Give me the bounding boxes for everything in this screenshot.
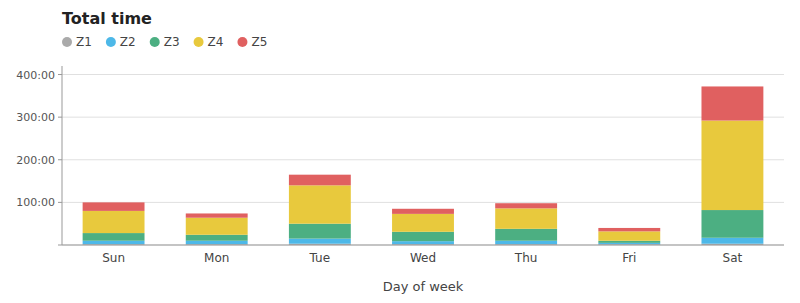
bar-segment: [495, 208, 557, 228]
bar-segment: [495, 241, 557, 244]
bar-segment: [186, 213, 248, 217]
legend-label: Z1: [76, 35, 92, 49]
legend-label: Z3: [164, 35, 180, 49]
legend-marker: [194, 37, 204, 47]
chart-svg: Total time 100:00 200:00 300:00 400:00 Sun Mon…: [0, 0, 800, 303]
y-tick-label: 400:00: [16, 69, 55, 82]
y-tick: [58, 117, 62, 118]
grid-line: [62, 202, 784, 203]
y-tick: [58, 74, 62, 75]
bar-segment: [83, 241, 145, 244]
legend-marker: [150, 37, 160, 47]
bar-segment: [289, 185, 351, 223]
bar-segment: [186, 218, 248, 235]
bar-segment: [83, 202, 145, 211]
x-tick-label: Wed: [410, 251, 436, 265]
y-tick: [58, 245, 62, 246]
series-3: [83, 121, 764, 241]
bar-segment: [495, 229, 557, 241]
x-axis-label: Day of week: [383, 279, 464, 294]
bar-segment: [289, 175, 351, 186]
bar-segment: [701, 86, 763, 120]
bars: [83, 86, 764, 245]
x-axis-line: [62, 245, 784, 246]
bar-segment: [83, 233, 145, 241]
y-tick-label: 300:00: [16, 111, 55, 124]
legend: Z1 Z2 Z3 Z4 Z5: [62, 35, 267, 49]
x-tick-label: Sun: [102, 251, 125, 265]
bar-segment: [701, 238, 763, 244]
y-tick-label: 200:00: [16, 154, 55, 167]
bar-segment: [392, 241, 454, 244]
bar-segment: [289, 224, 351, 239]
x-tick-label: Tue: [309, 251, 331, 265]
series-4: [83, 86, 764, 231]
grid-line: [62, 74, 784, 75]
grid-line: [62, 117, 784, 118]
bar-segment: [392, 232, 454, 241]
bar-segment: [392, 209, 454, 214]
x-tick-label: Thu: [514, 251, 538, 265]
bar-segment: [598, 243, 660, 244]
legend-marker: [237, 37, 247, 47]
grid-line: [62, 159, 784, 160]
legend-label: Z5: [251, 35, 267, 49]
bar-segment: [598, 231, 660, 240]
y-axis: 100:00 200:00 300:00 400:00: [16, 66, 784, 245]
bar-segment: [701, 210, 763, 238]
y-tick: [58, 159, 62, 160]
bar-segment: [392, 214, 454, 232]
bar-segment: [83, 211, 145, 233]
y-axis-line: [62, 66, 63, 245]
y-tick: [58, 202, 62, 203]
legend-label: Z2: [120, 35, 136, 49]
x-tick-label: Mon: [204, 251, 229, 265]
x-axis: Sun Mon Tue Wed Thu Fri Sat Day of week: [62, 245, 784, 294]
bar-segment: [598, 228, 660, 231]
x-tick-label: Fri: [622, 251, 636, 265]
series-2: [83, 210, 764, 243]
legend-marker: [106, 37, 116, 47]
bar-segment: [186, 235, 248, 241]
chart-container: Total time 100:00 200:00 300:00 400:00 Sun Mon…: [0, 0, 800, 303]
bar-segment: [495, 203, 557, 208]
chart-title: Total time: [62, 9, 152, 28]
bar-segment: [598, 241, 660, 243]
bar-segment: [186, 241, 248, 244]
grid-line: [62, 245, 784, 246]
legend-marker: [62, 37, 72, 47]
y-tick-label: 100:00: [16, 196, 55, 209]
x-tick-label: Sat: [723, 251, 743, 265]
bar-segment: [289, 239, 351, 244]
legend-label: Z4: [208, 35, 224, 49]
bar-segment: [701, 121, 763, 211]
